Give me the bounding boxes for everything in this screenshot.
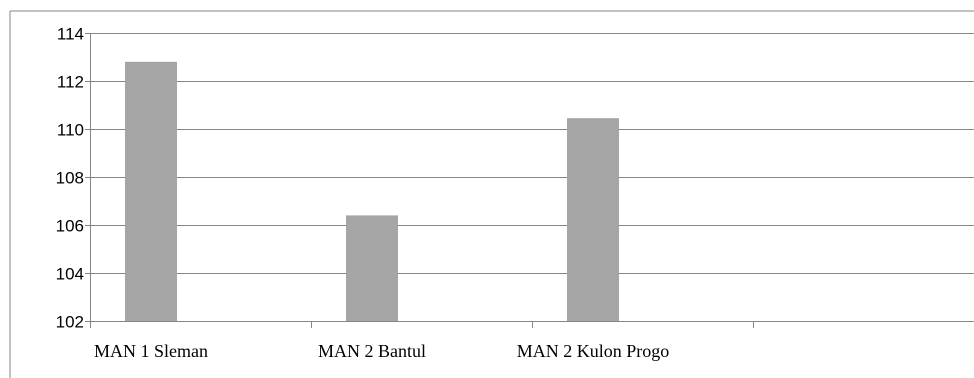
axes [9,10,974,378]
x-tick-label-2: MAN 2 Bantul [318,341,426,361]
y-tick-label-106: 106 [56,217,84,236]
x-tick-label-3: MAN 2 Kulon Progo [517,341,670,361]
bars [125,61,619,322]
bar-3 [567,118,619,321]
y-tick-label-104: 104 [56,265,84,284]
gridlines [85,33,974,322]
y-tick-label-102: 102 [56,313,84,332]
y-tick-label-108: 108 [56,169,84,188]
y-tick-labels: 102 104 106 108 110 112 114 [56,25,84,332]
x-tick-label-1: MAN 1 Sleman [94,341,208,361]
bar-2 [346,215,398,321]
y-tick-label-112: 112 [57,73,84,92]
bar-1 [125,61,177,322]
y-tick-label-114: 114 [57,25,84,44]
x-tick-labels: MAN 1 Sleman MAN 2 Bantul MAN 2 Kulon Prog… [94,341,669,361]
y-tick-label-110: 110 [57,121,84,140]
